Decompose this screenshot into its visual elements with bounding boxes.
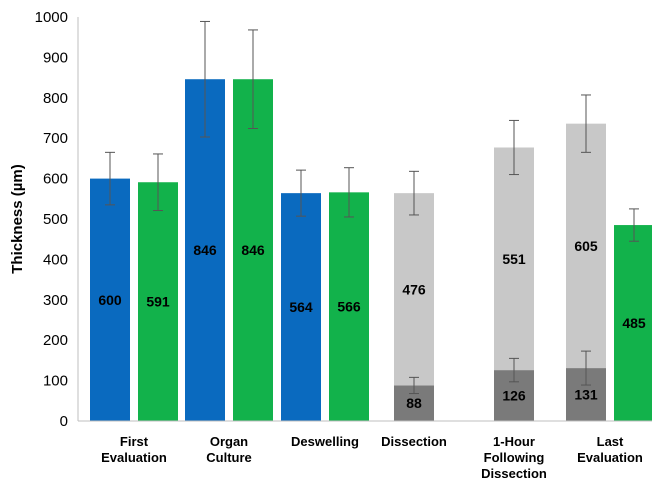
bar-segment — [90, 178, 130, 421]
x-tick-label: First Evaluation — [101, 434, 167, 465]
data-labels: 600 591 846 846 564 566 88 476 126 551 131 605 485 — [98, 238, 646, 411]
bar-segment — [138, 182, 178, 421]
data-label: 126 — [502, 388, 526, 404]
x-tick-label-line: Organ — [210, 434, 248, 449]
y-tick-label: 300 — [43, 292, 68, 309]
bar-segment — [394, 193, 434, 386]
x-tick-label: Deswelling — [291, 434, 359, 449]
data-label: 551 — [502, 251, 526, 267]
x-tick-label-line: First — [120, 434, 149, 449]
data-label: 846 — [193, 242, 217, 258]
y-tick-label: 700 — [43, 130, 68, 147]
data-label: 485 — [622, 315, 646, 331]
x-tick-label: Dissection — [381, 434, 447, 449]
data-label: 88 — [406, 395, 422, 411]
x-tick-label: Organ Culture — [206, 434, 252, 465]
bar-segment — [233, 79, 273, 421]
x-tick-label-line: Deswelling — [291, 434, 359, 449]
y-tick-label: 1000 — [35, 9, 68, 26]
y-tick-label: 500 — [43, 211, 68, 228]
bar-segment — [281, 193, 321, 421]
bar-segment — [614, 225, 652, 421]
data-label: 131 — [574, 387, 598, 403]
bar-segment — [329, 192, 369, 421]
x-tick-label: Last Evaluation — [577, 434, 643, 465]
y-axis-label: Thickness (µm) — [9, 164, 26, 274]
data-label: 566 — [337, 299, 361, 315]
x-tick-label-line: Dissection — [381, 434, 447, 449]
x-tick-label-line: Evaluation — [577, 450, 643, 465]
y-tick-label: 200 — [43, 332, 68, 349]
bars — [90, 79, 652, 421]
data-label: 591 — [146, 294, 170, 310]
y-tick-label: 800 — [43, 90, 68, 107]
error-bars — [105, 20, 639, 395]
bar-segment — [494, 147, 534, 371]
x-tick-label-line: Last — [597, 434, 624, 449]
y-axis: 0 100 200 300 400 500 600 700 800 900 1000 — [35, 9, 79, 430]
y-tick-label: 100 — [43, 373, 68, 390]
x-tick-label: 1-Hour Following Dissection — [481, 434, 547, 481]
bar-segment — [566, 123, 606, 369]
x-tick-label-line: Dissection — [481, 466, 547, 481]
x-tick-label-line: Following — [484, 450, 545, 465]
y-tick-label: 600 — [43, 171, 68, 188]
x-tick-label-line: Evaluation — [101, 450, 167, 465]
y-tick-label: 400 — [43, 251, 68, 268]
data-label: 564 — [289, 299, 313, 315]
data-label: 605 — [574, 238, 598, 254]
y-tick-label: 900 — [43, 49, 68, 66]
y-tick-label: 0 — [60, 413, 68, 430]
x-tick-label-line: Culture — [206, 450, 252, 465]
data-label: 846 — [241, 242, 265, 258]
x-tick-label-line: 1-Hour — [493, 434, 535, 449]
data-label: 476 — [402, 281, 426, 297]
data-label: 600 — [98, 292, 122, 308]
